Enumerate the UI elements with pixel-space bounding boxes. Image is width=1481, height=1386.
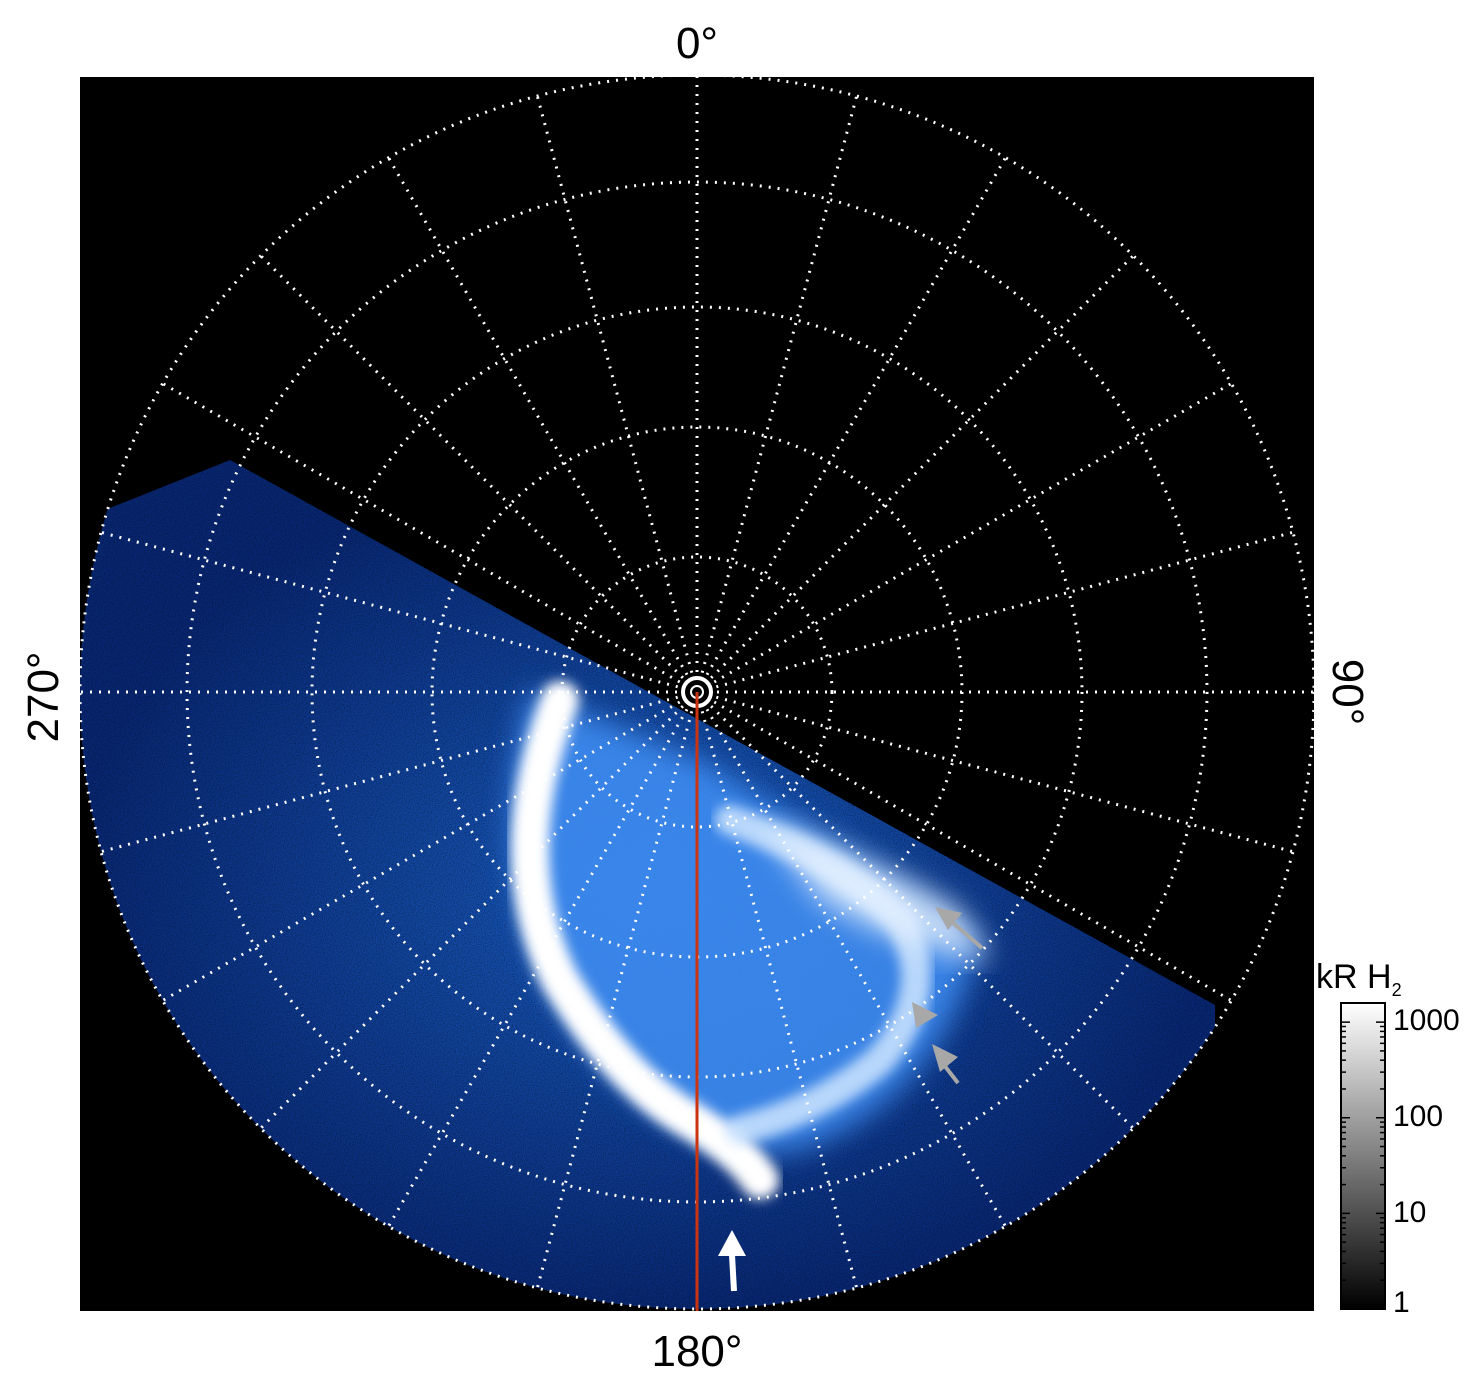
grid-meridian bbox=[387, 156, 689, 676]
grid-meridian bbox=[715, 695, 1294, 854]
grid-meridian bbox=[387, 708, 689, 1228]
grid-meridian bbox=[713, 382, 1233, 684]
colorbar-title-subscript: 2 bbox=[1392, 980, 1402, 1000]
grid-meridian bbox=[259, 705, 684, 1130]
grid-meridian bbox=[710, 705, 1135, 1130]
annotation-arrows bbox=[718, 907, 984, 1292]
colorbar-title: kR H2 bbox=[1316, 958, 1402, 1000]
colorbar-minor-ticks bbox=[1341, 1021, 1385, 1310]
grid-ring bbox=[560, 555, 834, 829]
grid-meridian bbox=[705, 156, 1007, 676]
gray-arrow-middle bbox=[912, 1002, 938, 1028]
colorbar: kR H2 1000 100 10 1 bbox=[1316, 958, 1460, 1319]
colorbar-title-main: kR H bbox=[1316, 958, 1392, 996]
grid-meridian bbox=[100, 530, 679, 689]
auroral-oval-diffuse bbox=[511, 690, 980, 1154]
white-arrow-bottom bbox=[718, 1230, 746, 1292]
label-bottom: 180° bbox=[651, 1327, 742, 1376]
grid-meridian bbox=[705, 708, 1007, 1228]
grid-meridian bbox=[700, 710, 859, 1289]
grid-meridian bbox=[259, 254, 684, 679]
grid-meridian bbox=[713, 700, 1233, 1002]
label-right: 90° bbox=[1323, 659, 1372, 726]
label-left: 270° bbox=[19, 651, 68, 742]
colorbar-tick-100: 100 bbox=[1393, 1100, 1443, 1133]
colorbar-tick-1000: 1000 bbox=[1393, 1004, 1460, 1037]
main-auroral-arc bbox=[511, 681, 779, 1199]
gray-arrow-upper bbox=[935, 907, 984, 950]
gray-arrow-lower bbox=[932, 1044, 960, 1085]
colorbar-tick-1: 1 bbox=[1393, 1286, 1410, 1319]
grid-meridian bbox=[100, 695, 679, 854]
grid-meridian bbox=[535, 710, 694, 1289]
aurora-emission-region bbox=[80, 460, 1215, 1309]
grid-meridian bbox=[700, 95, 859, 674]
grid-meridian bbox=[710, 254, 1135, 679]
polar-grid bbox=[80, 77, 1314, 1311]
colorbar-tick-10: 10 bbox=[1393, 1196, 1426, 1229]
label-top: 0° bbox=[676, 19, 718, 68]
grid-meridian bbox=[535, 95, 694, 674]
dawn-bright-patch bbox=[760, 820, 990, 960]
colorbar-gradient bbox=[1340, 1002, 1386, 1310]
grid-meridian bbox=[161, 382, 681, 684]
grid-meridian bbox=[715, 530, 1294, 689]
grid-meridian bbox=[161, 700, 681, 1002]
